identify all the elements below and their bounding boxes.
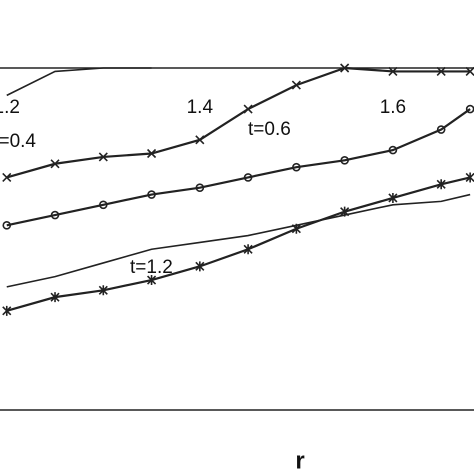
series-line (6, 66, 471, 179)
series-line (6, 108, 471, 227)
x-marker (291, 80, 301, 90)
x-marker (243, 104, 253, 114)
star-marker (2, 305, 12, 316)
x-marker (340, 63, 350, 73)
circle-marker (195, 183, 205, 192)
circle-marker (243, 173, 253, 182)
series-line (6, 193, 471, 288)
star-marker (436, 179, 446, 190)
star-marker (98, 285, 108, 296)
x-marker (146, 148, 157, 159)
circle-marker (388, 145, 398, 155)
curve-annotation: t=0.6 (248, 119, 291, 140)
x-marker (436, 66, 446, 76)
x-axis-label: r (295, 447, 304, 474)
x-tick-label: 1.2 (0, 97, 20, 118)
circle-marker (436, 125, 446, 134)
x-marker (465, 66, 474, 76)
curve-annotation: t=0.4 (0, 131, 36, 152)
x-marker (98, 152, 108, 162)
x-marker (50, 159, 60, 169)
x-tick-label: 1.6 (380, 97, 406, 118)
star-marker (50, 292, 60, 303)
star-marker (243, 244, 253, 255)
star-marker (146, 275, 157, 286)
circle-marker (50, 210, 60, 220)
x-marker (388, 66, 398, 76)
circle-marker (340, 156, 349, 165)
circle-marker (2, 221, 12, 230)
circle-marker (98, 200, 108, 210)
star-marker (340, 206, 350, 217)
x-marker (2, 172, 12, 183)
star-marker (388, 192, 398, 203)
series-line (6, 67, 152, 97)
x-marker (195, 135, 205, 145)
curve-annotation: t=1.2 (130, 257, 173, 278)
star-marker (195, 261, 205, 272)
star-marker (291, 223, 301, 234)
series-line (6, 176, 471, 312)
x-tick-label: 1.4 (187, 97, 214, 118)
star-marker (465, 172, 474, 183)
circle-marker (292, 162, 301, 172)
circle-marker (147, 190, 156, 199)
